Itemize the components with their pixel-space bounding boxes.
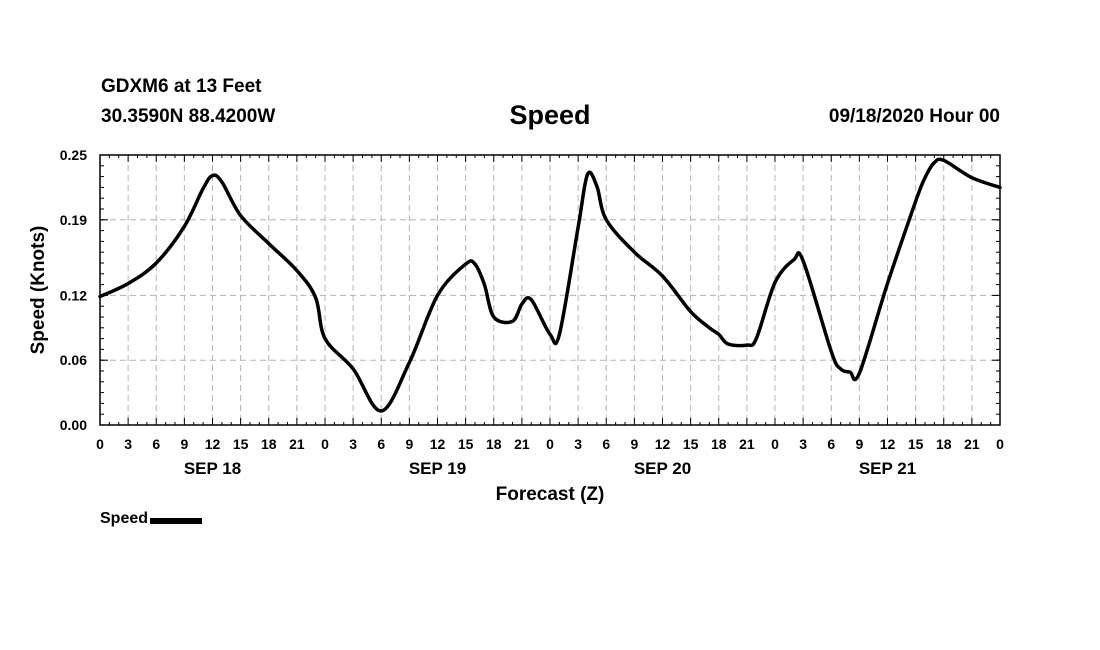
y-tick-label: 0.12	[60, 287, 87, 303]
station-label: GDXM6 at 13 Feet	[101, 76, 262, 97]
x-tick-label: 15	[908, 436, 924, 452]
x-tick-label: 3	[574, 436, 582, 452]
x-tick-label: 18	[261, 436, 277, 452]
plot-frame	[99, 154, 1001, 426]
x-tick-label: 15	[458, 436, 474, 452]
forecast-date-label: 09/18/2020 Hour 00	[828, 106, 1000, 127]
y-tick-label: 0.06	[60, 352, 87, 368]
x-tick-label: 21	[739, 436, 755, 452]
x-tick-label: 15	[233, 436, 249, 452]
x-tick-label: 9	[855, 436, 863, 452]
day-label: SEP 19	[409, 459, 466, 478]
x-tick-label: 12	[205, 436, 221, 452]
x-axis-label: Forecast (Z)	[496, 484, 605, 505]
legend: Speed	[100, 510, 203, 528]
grid	[100, 155, 1000, 425]
x-tick-label: 12	[430, 436, 446, 452]
x-tick-label: 15	[683, 436, 699, 452]
x-tick-label: 12	[880, 436, 896, 452]
x-tick-label: 18	[711, 436, 727, 452]
x-tick-label: 0	[321, 436, 329, 452]
legend-label: Speed	[100, 510, 149, 527]
x-tick-label: 6	[152, 436, 160, 452]
x-tick-label: 6	[602, 436, 610, 452]
x-tick-label: 0	[96, 436, 104, 452]
y-tick-label: 0.25	[60, 147, 87, 163]
x-tick-label: 9	[630, 436, 638, 452]
y-axis-label: Speed (Knots)	[28, 226, 49, 355]
y-tick-label: 0.19	[60, 212, 87, 228]
x-tick-label: 0	[771, 436, 779, 452]
x-tick-label: 21	[289, 436, 305, 452]
x-tick-label: 21	[514, 436, 530, 452]
x-tick-label: 0	[546, 436, 554, 452]
day-label: SEP 20	[634, 459, 691, 478]
series-layer	[98, 157, 1002, 413]
x-tick-label: 0	[996, 436, 1004, 452]
x-tick-label: 12	[655, 436, 671, 452]
x-tick-label: 21	[964, 436, 980, 452]
x-tick-label: 6	[827, 436, 835, 452]
x-tick-label: 18	[486, 436, 502, 452]
coordinates-label: 30.3590N 88.4200W	[101, 106, 276, 127]
speed-series-line	[98, 157, 1002, 413]
day-label: SEP 21	[859, 459, 916, 478]
y-tick-label: 0.00	[60, 417, 87, 433]
legend-swatch	[150, 518, 203, 524]
x-tick-label: 3	[124, 436, 132, 452]
x-tick-label: 9	[180, 436, 188, 452]
x-tick-label: 3	[349, 436, 357, 452]
x-tick-label: 18	[936, 436, 952, 452]
day-label: SEP 18	[184, 459, 241, 478]
x-tick-label: 3	[799, 436, 807, 452]
axis-labels: 0 3 6 9 12 15 18 21 0 3 6 9 12 15 18 21 0 3 6 9 12 15 18 21 0 3 6 9…	[60, 147, 1004, 478]
x-tick-label: 6	[377, 436, 385, 452]
x-tick-label: 9	[405, 436, 413, 452]
chart-title: Speed	[509, 100, 591, 130]
